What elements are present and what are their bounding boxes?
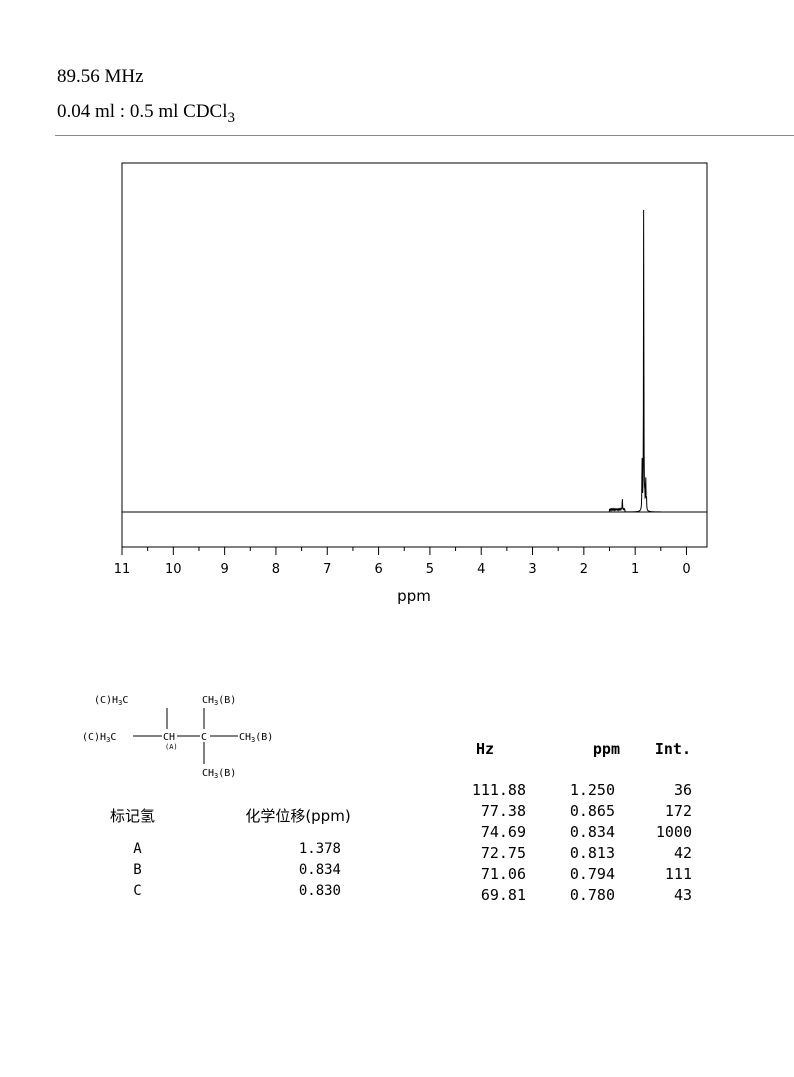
header-chemical-shift: 化学位移(ppm) (245, 807, 351, 825)
proton-label: A (133, 841, 142, 857)
proton-label: B (133, 862, 142, 878)
peak-intensity: 43 (673, 886, 692, 904)
nmr-spectrum-chart: 11 10 9 8 7 6 5 4 3 2 1 0 ppm (114, 162, 708, 605)
structure-group-c-top: (C)H3C (94, 695, 128, 707)
x-tick-label: 4 (477, 562, 485, 577)
peak-intensity: 1000 (655, 823, 692, 841)
structure-ch-label: (A) (165, 743, 178, 751)
structure-group-c-left: (C)H3C (82, 732, 116, 744)
structure-ch: CH (163, 732, 175, 743)
sample-solvent: 0.04 ml : 0.5 ml CDCl3 (57, 101, 235, 127)
peak-ppm: 0.780 (569, 886, 615, 904)
peak-intensity: 172 (664, 802, 692, 820)
x-tick-label: 2 (580, 562, 588, 577)
solvent-subscript: 3 (227, 109, 236, 126)
peak-intensity: 111 (664, 865, 692, 883)
x-tick-label: 5 (426, 562, 434, 577)
header-proton-label: 标记氢 (109, 807, 155, 825)
x-tick-label: 3 (528, 562, 536, 577)
structure-group-b-top: CH3(B) (202, 695, 236, 707)
header-int: Int. (654, 740, 691, 758)
x-axis-title: ppm (397, 587, 431, 605)
x-axis-ticks (121, 547, 687, 555)
structure-group-b-bottom: CH3(B) (202, 768, 236, 780)
peak-hz: 72.75 (480, 844, 526, 862)
peak-hz: 111.88 (471, 781, 526, 799)
x-axis-tick-labels: 11 10 9 8 7 6 5 4 3 2 1 0 (114, 562, 691, 577)
header-ppm: ppm (592, 740, 620, 758)
x-tick-label: 8 (272, 562, 280, 577)
plot-frame (121, 162, 708, 548)
peak-ppm: 0.794 (569, 865, 615, 883)
peak-ppm: 0.834 (569, 823, 615, 841)
x-tick-label: 7 (323, 562, 331, 577)
peak-hz: 74.69 (480, 823, 526, 841)
x-tick-label: 0 (682, 562, 690, 577)
solvent-text: 0.04 ml : 0.5 ml CDCl (57, 101, 228, 122)
peak-intensity: 36 (673, 781, 692, 799)
x-tick-label: 1 (631, 562, 639, 577)
spectrum-trace (122, 209, 707, 513)
proton-label: C (133, 883, 142, 899)
proton-shift: 1.378 (298, 841, 341, 857)
structure-group-b-right: CH3(B) (239, 732, 273, 744)
header-divider (55, 135, 794, 136)
peak-ppm: 0.813 (569, 844, 615, 862)
spectrometer-frequency: 89.56 MHz (57, 66, 144, 87)
peak-ppm: 1.250 (569, 781, 615, 799)
structure-center-c: C (201, 732, 207, 743)
peak-intensity: 42 (673, 844, 692, 862)
molecular-structure: (C)H3C (C)H3C CH (A) C CH3(B) CH3(B) CH3… (82, 695, 273, 780)
header-hz: Hz (475, 740, 494, 758)
peak-ppm: 0.865 (569, 802, 615, 820)
proton-shift: 0.830 (298, 883, 341, 899)
x-tick-label: 10 (165, 562, 182, 577)
x-tick-label: 6 (374, 562, 382, 577)
peak-hz: 77.38 (480, 802, 526, 820)
x-tick-label: 9 (220, 562, 228, 577)
peak-hz: 69.81 (480, 886, 526, 904)
x-tick-label: 11 (114, 562, 131, 577)
proton-shift: 0.834 (298, 862, 341, 878)
peak-hz: 71.06 (480, 865, 526, 883)
